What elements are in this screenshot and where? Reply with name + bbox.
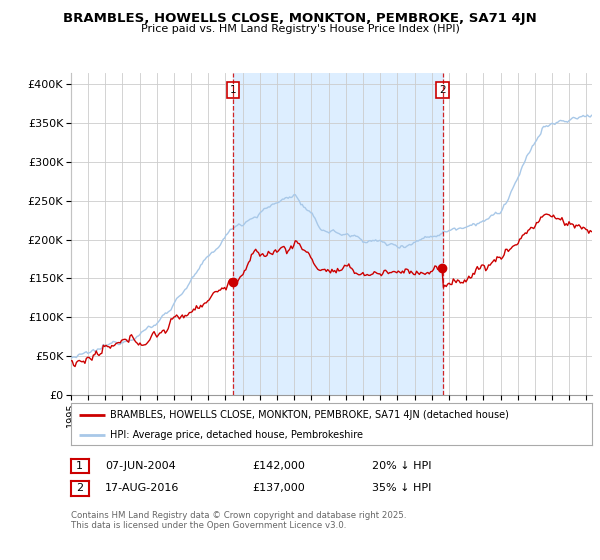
Text: HPI: Average price, detached house, Pembrokeshire: HPI: Average price, detached house, Pemb…	[110, 430, 363, 440]
Bar	[233, 73, 443, 395]
Text: 35% ↓ HPI: 35% ↓ HPI	[372, 483, 431, 493]
Text: 2: 2	[76, 483, 83, 493]
Text: 1: 1	[76, 461, 83, 471]
Text: 17-AUG-2016: 17-AUG-2016	[105, 483, 179, 493]
Text: 20% ↓ HPI: 20% ↓ HPI	[372, 461, 431, 471]
Text: 2: 2	[439, 85, 446, 95]
Text: Contains HM Land Registry data © Crown copyright and database right 2025.
This d: Contains HM Land Registry data © Crown c…	[71, 511, 406, 530]
Text: £137,000: £137,000	[252, 483, 305, 493]
Text: 07-JUN-2004: 07-JUN-2004	[105, 461, 176, 471]
Text: BRAMBLES, HOWELLS CLOSE, MONKTON, PEMBROKE, SA71 4JN (detached house): BRAMBLES, HOWELLS CLOSE, MONKTON, PEMBRO…	[110, 410, 509, 420]
Text: £142,000: £142,000	[252, 461, 305, 471]
Text: 1: 1	[230, 85, 236, 95]
Text: BRAMBLES, HOWELLS CLOSE, MONKTON, PEMBROKE, SA71 4JN: BRAMBLES, HOWELLS CLOSE, MONKTON, PEMBRO…	[63, 12, 537, 25]
Text: Price paid vs. HM Land Registry's House Price Index (HPI): Price paid vs. HM Land Registry's House …	[140, 24, 460, 34]
